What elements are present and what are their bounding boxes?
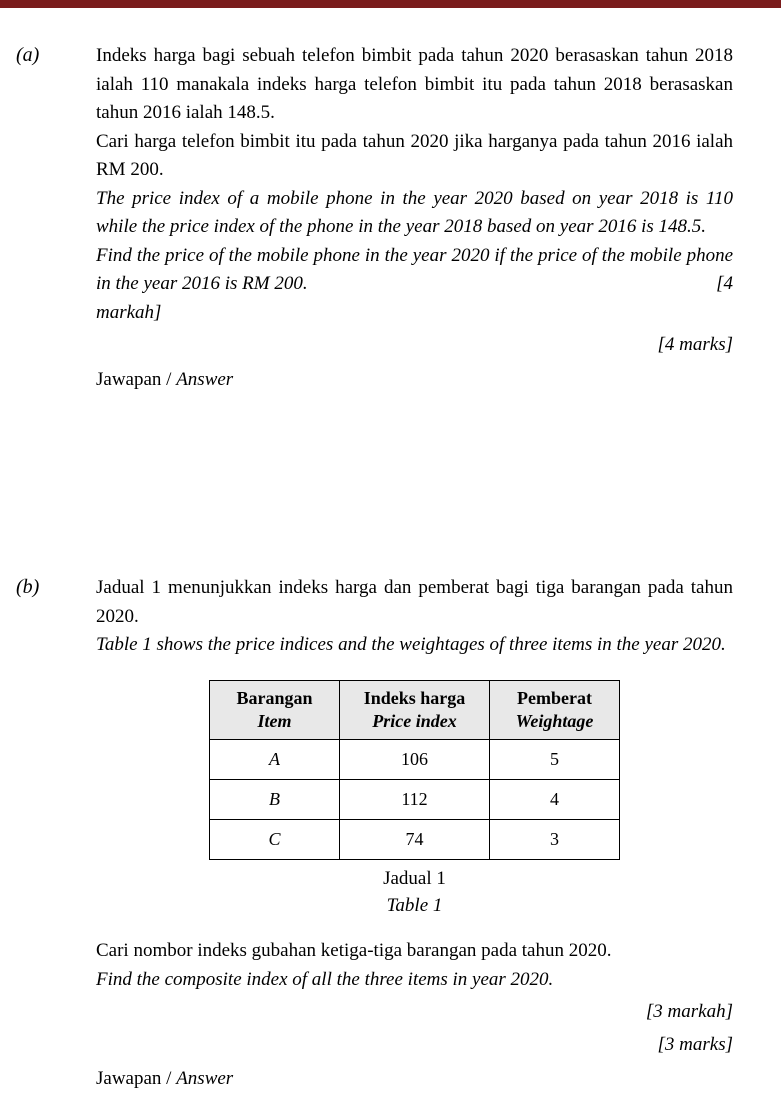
part-a-open-marks: [4 bbox=[716, 270, 733, 299]
part-a-answer: Jawapan / Answer bbox=[96, 366, 733, 395]
th-item: Barangan Item bbox=[210, 680, 340, 740]
part-b-en-q: Find the composite index of all the thre… bbox=[96, 966, 733, 995]
page-body: (a) Indeks harga bagi sebuah telefon bim… bbox=[0, 8, 781, 1094]
part-a-en-line2-text: Find the price of the mobile phone in th… bbox=[96, 245, 733, 295]
th-index: Indeks harga Price index bbox=[340, 680, 490, 740]
part-a-bm-line1: Indeks harga bagi sebuah telefon bimbit … bbox=[96, 42, 733, 128]
th-index-en: Price index bbox=[358, 710, 471, 733]
caption-en: Table 1 bbox=[387, 895, 443, 916]
part-b-answer: Jawapan / Answer bbox=[96, 1065, 733, 1094]
part-b-answer-en: Answer bbox=[176, 1068, 233, 1089]
part-b-content: Jadual 1 menunjukkan indeks harga dan pe… bbox=[96, 574, 733, 1094]
table-header-row: Barangan Item Indeks harga Price index P… bbox=[210, 680, 620, 740]
th-item-bm: Barangan bbox=[236, 688, 312, 708]
th-weight-en: Weightage bbox=[508, 710, 601, 733]
part-a-workspace bbox=[96, 394, 733, 564]
table-wrap: Barangan Item Indeks harga Price index P… bbox=[96, 680, 733, 861]
part-b-bm-line: Jadual 1 menunjukkan indeks harga dan pe… bbox=[96, 574, 733, 631]
cell-weight: 4 bbox=[490, 780, 620, 820]
cell-item: C bbox=[210, 820, 340, 860]
price-index-table: Barangan Item Indeks harga Price index P… bbox=[209, 680, 620, 861]
spacer bbox=[96, 919, 733, 937]
th-weight: Pemberat Weightage bbox=[490, 680, 620, 740]
top-accent-bar bbox=[0, 0, 781, 8]
part-a-markah: markah] bbox=[96, 299, 733, 328]
cell-index: 112 bbox=[340, 780, 490, 820]
part-a-en-line2: Find the price of the mobile phone in th… bbox=[96, 242, 733, 299]
th-weight-bm: Pemberat bbox=[517, 688, 592, 708]
part-a-marks: [4 marks] bbox=[96, 331, 733, 360]
part-a-answer-bm: Jawapan / bbox=[96, 369, 176, 390]
table-row: B 112 4 bbox=[210, 780, 620, 820]
cell-item: B bbox=[210, 780, 340, 820]
part-a-bm-line2: Cari harga telefon bimbit itu pada tahun… bbox=[96, 128, 733, 185]
part-b-markah: [3 markah] bbox=[96, 998, 733, 1027]
part-b: (b) Jadual 1 menunjukkan indeks harga da… bbox=[16, 574, 733, 1094]
part-b-answer-bm: Jawapan / bbox=[96, 1068, 176, 1089]
cell-item: A bbox=[210, 740, 340, 780]
table-caption: Jadual 1 Table 1 bbox=[96, 866, 733, 919]
cell-weight: 3 bbox=[490, 820, 620, 860]
th-item-en: Item bbox=[228, 710, 321, 733]
th-index-bm: Indeks harga bbox=[364, 688, 466, 708]
cell-index: 74 bbox=[340, 820, 490, 860]
cell-index: 106 bbox=[340, 740, 490, 780]
part-a-label: (a) bbox=[16, 42, 96, 564]
table-row: A 106 5 bbox=[210, 740, 620, 780]
part-a-answer-en: Answer bbox=[176, 369, 233, 390]
part-a: (a) Indeks harga bagi sebuah telefon bim… bbox=[16, 42, 733, 564]
caption-bm: Jadual 1 bbox=[383, 868, 446, 889]
part-b-en-line: Table 1 shows the price indices and the … bbox=[96, 631, 733, 660]
cell-weight: 5 bbox=[490, 740, 620, 780]
table-row: C 74 3 bbox=[210, 820, 620, 860]
part-a-en-line1: The price index of a mobile phone in the… bbox=[96, 185, 733, 242]
part-a-content: Indeks harga bagi sebuah telefon bimbit … bbox=[96, 42, 733, 564]
part-b-bm-q: Cari nombor indeks gubahan ketiga-tiga b… bbox=[96, 937, 733, 966]
part-b-marks: [3 marks] bbox=[96, 1031, 733, 1060]
part-b-label: (b) bbox=[16, 574, 96, 1094]
